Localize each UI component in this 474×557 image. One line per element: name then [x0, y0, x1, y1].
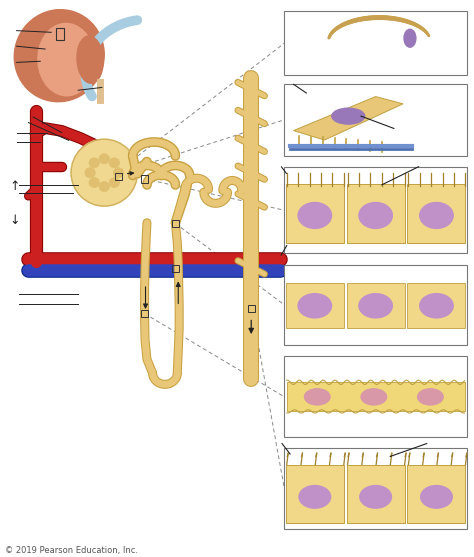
Bar [172, 220, 179, 227]
Bar [286, 283, 344, 328]
Text: ↑: ↑ [9, 180, 19, 193]
Ellipse shape [85, 168, 95, 178]
Bar [408, 465, 465, 522]
Text: © 2019 Pearson Education, Inc.: © 2019 Pearson Education, Inc. [5, 546, 138, 555]
Text: ↓: ↓ [9, 213, 19, 227]
Bar [286, 184, 344, 243]
Bar [172, 265, 179, 272]
Polygon shape [293, 96, 403, 140]
Ellipse shape [14, 9, 104, 102]
Bar [248, 305, 255, 312]
Ellipse shape [38, 23, 95, 96]
Bar [346, 184, 405, 243]
Bar [408, 184, 465, 243]
Ellipse shape [298, 294, 331, 318]
Ellipse shape [99, 182, 109, 192]
Ellipse shape [360, 486, 392, 508]
Ellipse shape [99, 154, 109, 164]
Ellipse shape [299, 486, 331, 508]
Ellipse shape [77, 36, 103, 83]
Bar [287, 382, 465, 412]
Bar [284, 167, 467, 253]
Bar [346, 283, 405, 328]
Ellipse shape [420, 486, 452, 508]
Bar [56, 28, 64, 40]
Bar [408, 283, 465, 328]
Bar [284, 11, 467, 75]
Ellipse shape [420, 203, 453, 228]
Ellipse shape [332, 108, 365, 124]
Bar [284, 356, 467, 437]
Ellipse shape [109, 178, 119, 188]
Ellipse shape [361, 389, 387, 405]
Ellipse shape [420, 294, 453, 318]
Bar [284, 265, 467, 345]
Bar [115, 173, 122, 180]
Ellipse shape [298, 203, 331, 228]
Bar [286, 465, 344, 522]
Bar [141, 310, 148, 317]
Bar [284, 84, 467, 156]
Ellipse shape [89, 158, 100, 168]
Ellipse shape [113, 168, 124, 178]
Ellipse shape [109, 158, 119, 168]
Bar [346, 465, 405, 522]
Bar [141, 175, 148, 183]
Ellipse shape [89, 178, 100, 188]
Ellipse shape [304, 389, 330, 405]
Ellipse shape [71, 139, 137, 206]
Ellipse shape [359, 294, 392, 318]
Ellipse shape [359, 203, 392, 228]
Bar [284, 448, 467, 529]
Ellipse shape [418, 389, 443, 405]
Ellipse shape [404, 30, 416, 47]
